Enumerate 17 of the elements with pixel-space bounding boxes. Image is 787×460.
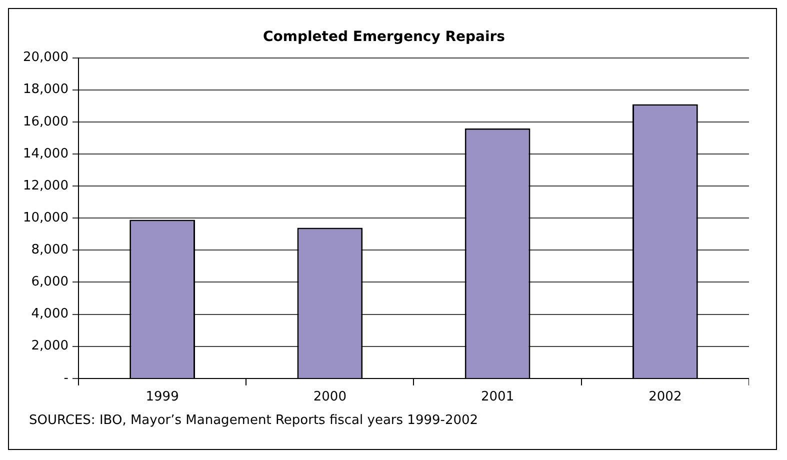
source-note: SOURCES: IBO, Mayor’s Management Reports fiscal years 1999-2002 — [28, 413, 480, 428]
x-tick-label: 2000 — [313, 390, 346, 405]
y-tick-label: - — [64, 370, 69, 386]
y-tick-label: 4,000 — [31, 306, 68, 322]
y-tick-label: 12,000 — [22, 178, 68, 194]
x-tick-label: 1999 — [146, 390, 179, 405]
y-tick-label: 10,000 — [22, 210, 68, 226]
y-tick-label: 14,000 — [22, 146, 68, 162]
y-tick-label: 16,000 — [22, 114, 68, 130]
y-tick-label: 20,000 — [22, 50, 68, 66]
y-tick-label: 18,000 — [22, 82, 68, 98]
x-tick-label: 2001 — [481, 390, 514, 405]
y-tick-label: 8,000 — [31, 242, 68, 258]
chart-title: Completed Emergency Repairs — [263, 29, 505, 46]
x-tick-label: 2002 — [648, 390, 682, 405]
y-tick-label: 6,000 — [31, 274, 68, 290]
y-tick-label: 2,000 — [31, 338, 68, 354]
